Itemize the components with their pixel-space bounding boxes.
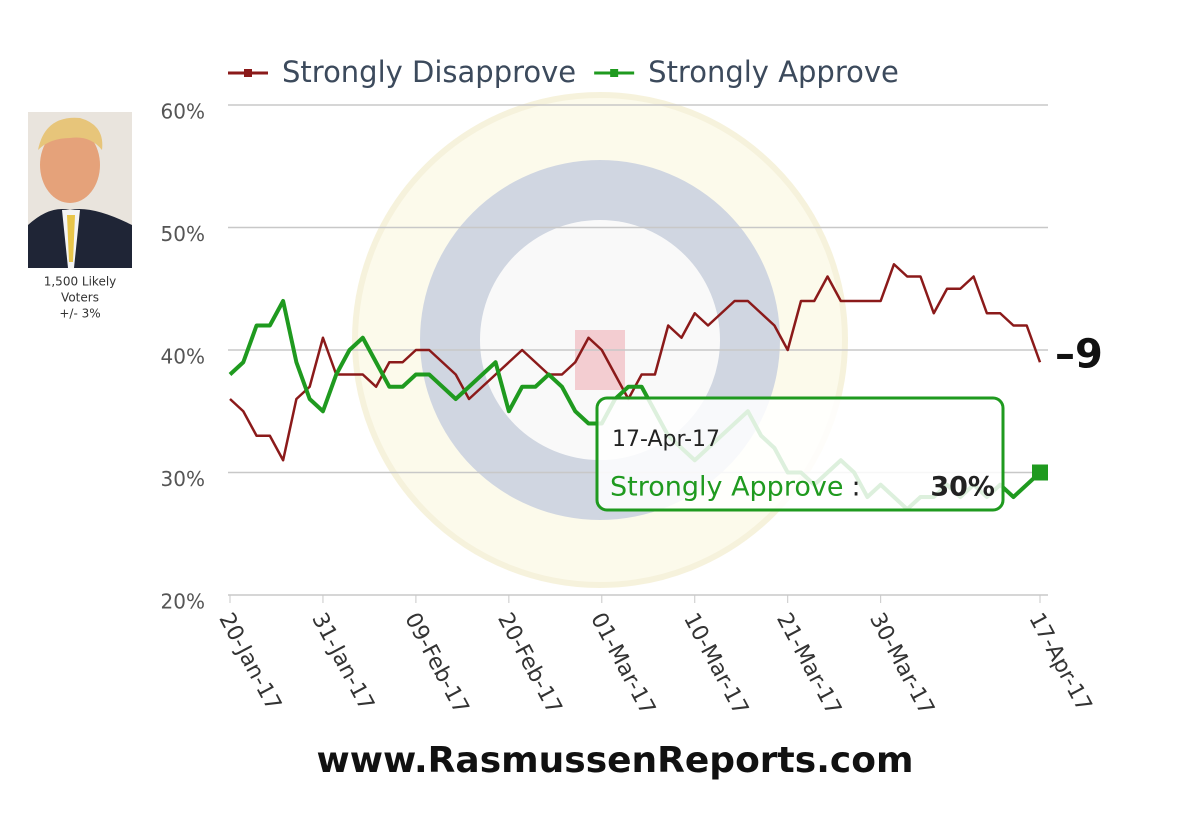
legend-marker	[610, 69, 619, 77]
y-tick-label: 40%	[161, 345, 205, 369]
y-tick-label: 50%	[161, 222, 205, 246]
sidebar-text: +/- 3%	[59, 307, 100, 321]
x-tick-label: 21-Mar-17	[771, 609, 846, 720]
y-tick-label: 20%	[161, 590, 205, 614]
x-tick-label: 10-Mar-17	[678, 609, 753, 720]
x-tick-label: 17-Apr-17	[1023, 609, 1096, 716]
legend-marker	[244, 69, 252, 77]
sidebar-text: Voters	[61, 291, 99, 305]
tooltip-sep: :	[851, 472, 860, 503]
hover-marker	[1032, 464, 1048, 481]
legend-label: Strongly Disapprove	[282, 55, 576, 89]
tooltip-box	[595, 396, 1005, 512]
annotation: –9	[1055, 331, 1103, 377]
x-tick-label: 30-Mar-17	[864, 609, 939, 720]
sidebar-text: 1,500 Likely	[44, 275, 117, 289]
y-tick-label: 30%	[161, 467, 205, 491]
tooltip-value: 30%	[930, 472, 995, 503]
y-tick-label: 60%	[161, 100, 205, 124]
x-tick-label: 09-Feb-17	[399, 609, 473, 719]
x-tick-label: 20-Feb-17	[492, 609, 566, 719]
tooltip-date: 17-Apr-17	[612, 427, 720, 452]
legend-label: Strongly Approve	[648, 55, 899, 89]
tooltip-series: Strongly Approve	[610, 472, 843, 503]
portrait	[28, 112, 132, 268]
x-tick-label: 01-Mar-17	[585, 609, 660, 720]
footer: www.RasmussenReports.com	[317, 740, 914, 781]
x-tick-label: 20-Jan-17	[213, 609, 285, 715]
x-tick-label: 31-Jan-17	[306, 609, 378, 715]
